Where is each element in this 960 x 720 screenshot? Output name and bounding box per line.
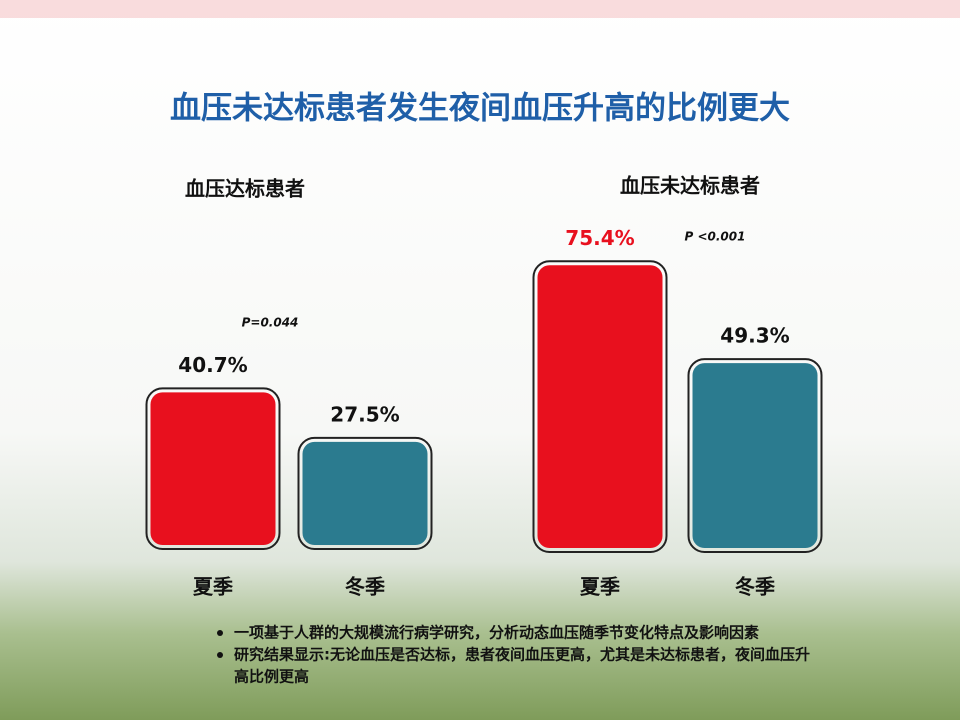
chart-title: 血压未达标患者 xyxy=(620,174,760,198)
category-label: 冬季 xyxy=(735,575,775,599)
bar-outline xyxy=(145,387,281,550)
p-annotation: P=0.044 xyxy=(242,316,299,330)
chart-title: 血压达标患者 xyxy=(185,177,305,201)
bullet-text: 高比例更高 xyxy=(234,668,309,686)
bullet-text: 研究结果显示:无论血压是否达标，患者夜间血压更高，尤其是未达标患者，夜间血压升 xyxy=(234,646,810,664)
bar xyxy=(692,363,818,548)
value-label: 49.3% xyxy=(720,324,789,348)
category-label: 冬季 xyxy=(345,575,385,599)
category-label: 夏季 xyxy=(580,575,620,599)
top-band xyxy=(0,0,960,18)
bar-outline xyxy=(297,436,433,550)
value-label: 40.7% xyxy=(178,353,247,377)
bullet-text: 一项基于人群的大规模流行病学研究，分析动态血压随季节变化特点及影响因素 xyxy=(234,624,759,642)
bullet-dot xyxy=(217,652,223,658)
bar xyxy=(302,441,428,545)
value-label: 27.5% xyxy=(330,402,399,426)
bar xyxy=(537,265,663,548)
bar-outline xyxy=(532,260,668,553)
p-annotation: P <0.001 xyxy=(685,230,746,244)
value-label: 75.4% xyxy=(565,226,634,250)
slide-title: 血压未达标患者发生夜间血压升高的比例更大 xyxy=(170,91,790,127)
bullet-dot xyxy=(217,630,223,636)
bar xyxy=(150,392,276,545)
bar-outline xyxy=(687,358,823,553)
category-label: 夏季 xyxy=(193,575,233,599)
